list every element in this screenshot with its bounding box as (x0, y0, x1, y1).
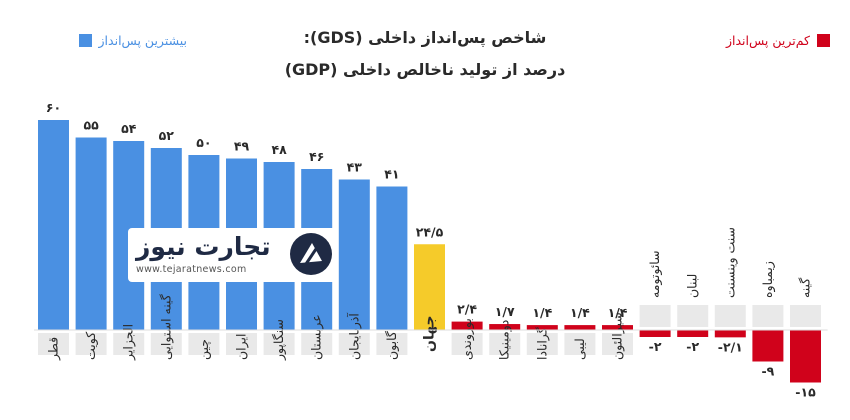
legend-high-swatch (78, 34, 92, 47)
bar (489, 324, 521, 330)
flag-placeholder (188, 333, 220, 355)
category-label: قطر (46, 337, 62, 361)
bar (714, 330, 746, 338)
bar (564, 325, 596, 330)
flag-placeholder (677, 305, 709, 327)
category-label: گینه استوایی (158, 294, 174, 360)
category-label: سیرالئون (610, 312, 626, 360)
legend-high: بیشترین پس‌انداز (78, 33, 187, 48)
value-label: ۵۲ (159, 128, 175, 143)
category-label: ایران (234, 333, 250, 360)
value-label: ۴۶ (309, 149, 324, 164)
bar (451, 321, 483, 330)
bar (526, 325, 558, 330)
category-label: الجزایر (121, 324, 137, 361)
category-label: بوروندی (459, 318, 475, 360)
bar (376, 186, 408, 330)
value-label: ۴۸ (271, 142, 287, 157)
value-label: ۱/۴ (608, 305, 628, 320)
category-label: جهان (422, 315, 438, 352)
flag-placeholder (113, 333, 145, 355)
bar (677, 330, 709, 337)
category-label: گینه (798, 278, 813, 298)
flag-placeholder (263, 333, 295, 355)
value-label: -۲/۱ (718, 339, 743, 354)
value-label: -۹ (761, 364, 774, 379)
category-label: عربستان (309, 314, 325, 360)
value-label: ۶۰ (46, 100, 61, 115)
watermark-url: www.tejaratnews.com (136, 264, 247, 275)
bar (414, 244, 445, 330)
flag-placeholder (489, 333, 521, 355)
value-label: -۲ (686, 339, 699, 354)
value-label: ۱/۴ (532, 305, 552, 320)
bar (338, 179, 370, 330)
flag-placeholder (526, 333, 558, 355)
category-label: گابون (384, 331, 400, 360)
flag-placeholder (564, 333, 596, 355)
value-label: -۲ (649, 339, 662, 354)
bar (639, 330, 671, 337)
legend-low-label: کم‌ترین پس‌انداز (725, 33, 810, 48)
watermark-name: تجارت نیوز (136, 232, 271, 261)
category-label: زیمباوه (760, 261, 776, 298)
bar (38, 120, 69, 330)
flag-placeholder (338, 333, 370, 355)
flag-placeholder (38, 333, 69, 355)
value-label: ۵۴ (121, 121, 137, 136)
category-label: سنگاپور (271, 319, 287, 361)
category-label: سنت وینسنت (722, 227, 738, 298)
flag-placeholder (602, 333, 633, 355)
category-label: کویت (83, 332, 99, 360)
flag-placeholder (639, 305, 671, 327)
category-label: آذربایجان (346, 313, 362, 360)
value-label: ۲/۴ (457, 302, 477, 317)
chart-subtitle: درصد از تولید ناخالص داخلی (GDP) (284, 60, 566, 79)
legend-high-label: بیشترین پس‌انداز (98, 33, 187, 48)
chart-title: شاخص پس‌انداز داخلی (GDS): (303, 28, 547, 47)
legend-low: کم‌ترین پس‌انداز (726, 33, 830, 48)
flag-placeholder (150, 333, 182, 355)
flag-placeholder (376, 333, 408, 355)
flag-placeholder (752, 305, 784, 327)
bar (790, 330, 821, 383)
value-label: ۵۵ (83, 118, 99, 133)
value-label: ۱/۷ (495, 304, 515, 319)
flag-placeholder (226, 333, 257, 355)
value-label: -۱۵ (795, 385, 816, 400)
bar (75, 137, 107, 330)
flag-placeholder (301, 333, 333, 355)
flag-placeholder (451, 333, 483, 355)
watermark-logo: تجارت نیوز www.tejaratnews.com (128, 228, 338, 282)
value-label: ۴۱ (384, 167, 399, 182)
bar (752, 330, 784, 362)
legend-low-swatch (817, 34, 830, 47)
value-label: ۴۳ (347, 160, 363, 175)
category-label: سائوتومه (647, 250, 663, 298)
bar (602, 325, 633, 330)
value-label: ۱/۴ (570, 305, 590, 320)
flag-placeholder (790, 305, 821, 327)
value-label: ۴۹ (234, 139, 250, 154)
value-label: ۲۴/۵ (416, 224, 444, 239)
category-label: دومینیکا (497, 320, 513, 360)
category-label: لبنان (685, 274, 700, 298)
flag-placeholder (714, 305, 746, 327)
category-label: لیبی (572, 338, 587, 360)
category-label: گرانادا (534, 327, 550, 360)
value-label: ۵۰ (196, 135, 211, 150)
watermark-emblem (290, 233, 332, 275)
flag-placeholder (75, 333, 107, 355)
category-label: چین (196, 339, 212, 360)
